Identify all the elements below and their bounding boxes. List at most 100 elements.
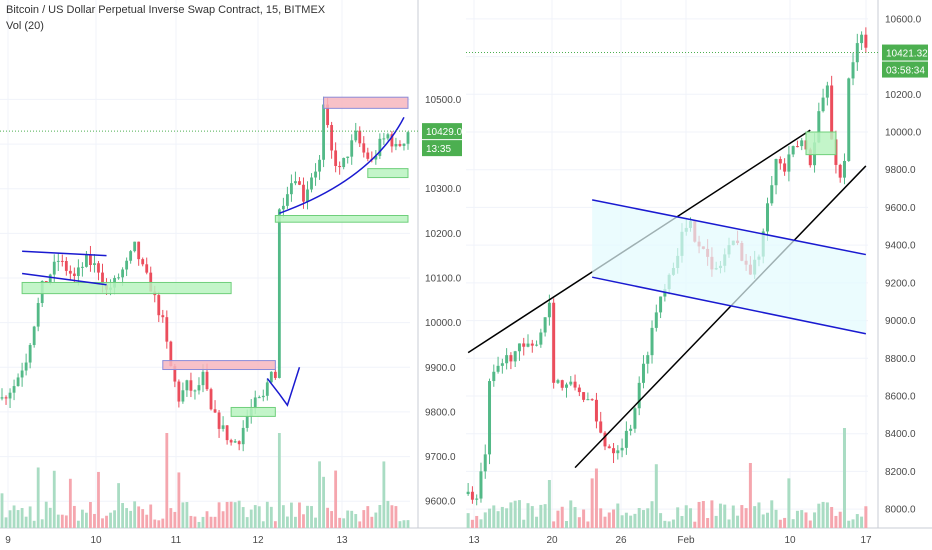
volume-bar (44, 501, 48, 528)
volume-bar (479, 519, 483, 528)
price-tick-label: 9000.0 (885, 316, 916, 327)
candle-body (225, 425, 229, 441)
candle-body (582, 392, 586, 400)
volume-bar (505, 508, 509, 528)
volume-bar (261, 521, 265, 528)
volume-bar (209, 516, 213, 528)
candle-body (277, 209, 281, 378)
volume-bar (173, 511, 177, 528)
support-zone (274, 215, 409, 223)
countdown-tag (422, 140, 462, 157)
volume-bar (680, 516, 684, 528)
volume-bar (310, 506, 313, 528)
candle-body (590, 399, 594, 401)
volume-bar (149, 504, 153, 528)
volume-bar (659, 513, 663, 528)
volume-bar (603, 516, 607, 528)
volume-bar (624, 512, 628, 528)
candle-body (791, 146, 795, 155)
candle-body (261, 395, 265, 398)
candle-body (318, 159, 321, 172)
candle-body (28, 345, 32, 363)
volume-bar (68, 478, 72, 528)
volume-bar (740, 505, 744, 528)
candle-body (475, 498, 479, 500)
candle-body (552, 302, 556, 383)
candle-body (650, 327, 654, 356)
volume-bar (326, 507, 330, 528)
volume-bar (641, 510, 645, 528)
volume-bar (213, 516, 217, 528)
volume-bar (718, 503, 722, 528)
candle-body (394, 144, 398, 147)
volume-bar (85, 512, 88, 528)
volume-bar (153, 519, 157, 528)
candle-body (177, 381, 181, 402)
volume-bar (137, 506, 141, 528)
candle-body (505, 355, 509, 364)
volume-bar (362, 510, 366, 528)
time-tick-label: 11 (171, 535, 182, 546)
volume-bar (177, 472, 181, 528)
volume-bar (56, 514, 60, 528)
indicator-label: Vol (20) (6, 20, 44, 32)
volume-bar (804, 512, 808, 528)
candle-body (330, 125, 334, 151)
candle-body (44, 281, 48, 283)
volume-bar (233, 502, 237, 528)
volume-bar (101, 518, 104, 528)
candle-body (842, 160, 846, 178)
candle-body (808, 149, 812, 166)
volume-bar (800, 510, 804, 528)
volume-bar (189, 515, 193, 528)
volume-bar (612, 509, 616, 528)
candle-body (406, 132, 410, 144)
volume-bar (60, 514, 64, 528)
candle-body (496, 365, 500, 372)
candle-body (483, 454, 487, 472)
volume-bar (20, 508, 24, 528)
support-zone (21, 281, 232, 295)
volume-bar (221, 511, 225, 528)
volume-bar (273, 521, 277, 528)
volume-bar (842, 428, 846, 528)
candle-body (522, 343, 526, 347)
candle-body (16, 377, 20, 387)
price-tick-label: 10000.0 (425, 318, 462, 329)
volume-bar (748, 462, 752, 528)
volume-bar (577, 517, 581, 528)
candle-body (607, 446, 611, 449)
candle-body (209, 389, 213, 410)
volume-bar (629, 515, 633, 528)
time-tick-label: 10 (90, 535, 102, 546)
time-tick-label: 17 (860, 535, 872, 546)
candle-body (774, 158, 778, 186)
volume-bar (334, 470, 338, 528)
price-tick-label: 10200.0 (425, 229, 462, 240)
volume-bar (314, 517, 317, 528)
volume-bar (157, 520, 161, 528)
volume-bar (225, 501, 229, 528)
volume-bar (129, 510, 133, 528)
flag-upper-line (22, 250, 107, 257)
volume-bar (710, 500, 714, 528)
candle-body (117, 277, 120, 279)
volume-bar (117, 483, 120, 528)
candle-body (322, 104, 325, 160)
volume-bar (229, 501, 233, 528)
candle-body (513, 351, 517, 362)
volume-bar (374, 512, 378, 528)
volume-bar (757, 502, 761, 528)
volume-bar (851, 519, 855, 528)
volume-bar (322, 476, 325, 528)
volume-bar (93, 513, 96, 528)
volume-bar (654, 464, 658, 528)
volume-bar (774, 509, 778, 528)
price-tick-label: 8600.0 (885, 392, 916, 403)
volume-bar (684, 505, 688, 528)
volume-bar (693, 521, 697, 528)
volume-bar (586, 521, 590, 528)
candle-body (382, 138, 386, 140)
candle-body (334, 150, 338, 166)
